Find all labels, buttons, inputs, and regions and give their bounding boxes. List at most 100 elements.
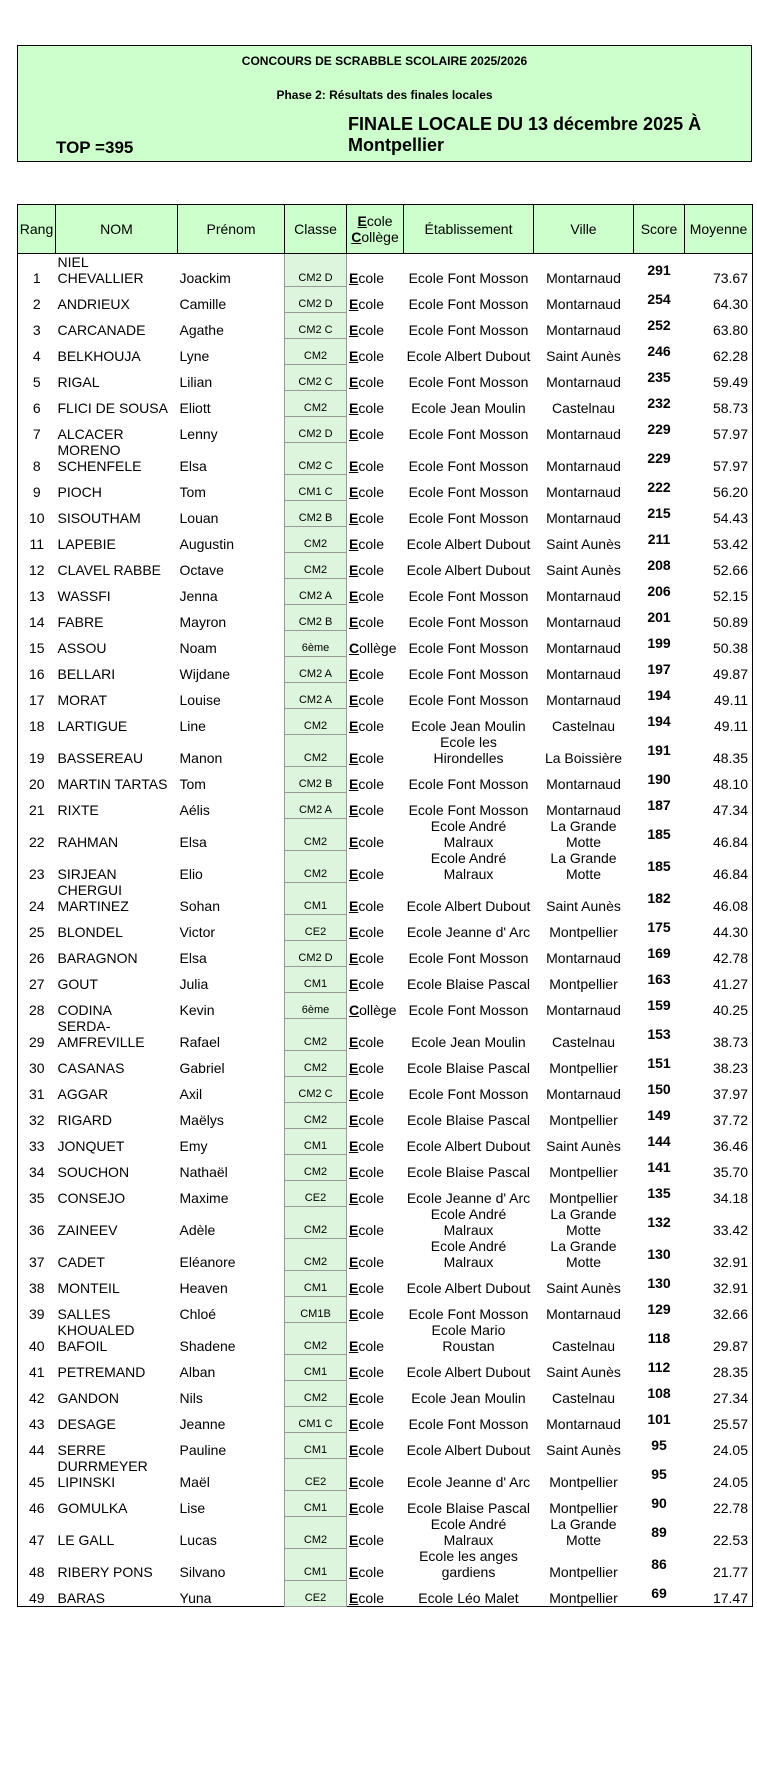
- last-name: MARTIN TARTAS: [57, 776, 168, 792]
- class: CE2: [284, 1179, 347, 1207]
- score: 135: [647, 1185, 671, 1201]
- average: 29.87: [712, 1338, 748, 1354]
- average: 57.97: [712, 458, 748, 474]
- city: Montarnaud: [546, 692, 621, 708]
- average: 48.35: [712, 750, 748, 766]
- rank: 6: [32, 400, 41, 416]
- school: Ecole André Malraux: [430, 1238, 507, 1270]
- first-name: Agathe: [179, 322, 224, 338]
- subtitle: Phase 2: Résultats des finales locales: [276, 88, 493, 102]
- last-name: RIXTE: [57, 802, 99, 818]
- school-type: Ecole: [349, 866, 385, 882]
- class: CM2 D: [284, 939, 347, 967]
- city: Montarnaud: [546, 458, 621, 474]
- last-name: BASSEREAU: [57, 750, 144, 766]
- table-row: 12 CLAVEL RABBE Octave CM2 Ecole Ecole Albert…: [18, 551, 753, 579]
- last-name: PETREMAND: [57, 1364, 146, 1380]
- score: 69: [651, 1584, 667, 1601]
- first-name: Gabriel: [179, 1060, 225, 1076]
- rank: 21: [28, 802, 45, 818]
- rank: 10: [28, 510, 45, 526]
- city: Montarnaud: [546, 588, 621, 604]
- school: Ecole Jeanne d' Arc: [406, 924, 531, 940]
- table-row: 7 ALCACER Lenny CM2 D Ecole Ecole Font Mosson…: [18, 415, 753, 443]
- first-name: Chloé: [179, 1306, 217, 1322]
- first-name: Tom: [179, 776, 206, 792]
- table-row: 5 RIGAL Lilian CM2 C Ecole Ecole Font Mosson M…: [18, 363, 753, 391]
- school: Ecole Jeanne d' Arc: [406, 1474, 531, 1490]
- school-type: Ecole: [349, 510, 385, 526]
- class: CM2: [284, 849, 347, 883]
- score: 208: [647, 557, 671, 573]
- city: Montarnaud: [546, 1416, 621, 1432]
- average: 37.97: [712, 1086, 748, 1102]
- table-row: 15 ASSOU Noam 6ème Collège Ecole Font Mosson M…: [18, 629, 753, 657]
- last-name: KHOUALED BAFOIL: [57, 1322, 135, 1354]
- city: Saint Aunès: [546, 562, 621, 578]
- school: Ecole Font Mosson: [408, 322, 529, 338]
- score: 199: [647, 635, 671, 651]
- rank: 31: [28, 1086, 45, 1102]
- last-name: LAPEBIE: [57, 536, 116, 552]
- score: 130: [647, 1246, 671, 1262]
- last-name: SERRE: [57, 1442, 106, 1458]
- results-table: Rang NOM Prénom Classe Ecole Collège Établiss…: [17, 204, 753, 1607]
- last-name: WASSFI: [57, 588, 111, 604]
- table-row: 16 BELLARI Wijdane CM2 A Ecole Ecole Font Mos…: [18, 655, 753, 683]
- last-name: GANDON: [57, 1390, 119, 1406]
- score: 194: [647, 687, 671, 703]
- average: 50.38: [712, 640, 748, 656]
- rank: 8: [32, 458, 41, 474]
- city: Saint Aunès: [546, 536, 621, 552]
- average: 36.46: [712, 1138, 748, 1154]
- first-name: Julia: [179, 976, 209, 992]
- score: 229: [647, 450, 671, 466]
- last-name: BARAGNON: [57, 950, 138, 966]
- column-header: Rang: [17, 204, 56, 254]
- score: 112: [647, 1359, 671, 1375]
- table-row: 42 GANDON Nils CM2 Ecole Ecole Jean Moulin Cas…: [18, 1379, 753, 1407]
- class: CM2 C: [284, 1075, 347, 1103]
- last-name: LE GALL: [57, 1532, 115, 1548]
- school: Ecole Font Mosson: [408, 510, 529, 526]
- table-row: 11 LAPEBIE Augustin CM2 Ecole Ecole Albert Du…: [18, 525, 753, 553]
- last-name: FABRE: [57, 614, 104, 630]
- average: 46.08: [712, 898, 748, 914]
- school: Ecole Font Mosson: [408, 1086, 529, 1102]
- rank: 34: [28, 1164, 45, 1180]
- school-type: Ecole: [349, 400, 385, 416]
- average: 38.73: [712, 1034, 748, 1050]
- average: 46.84: [712, 866, 748, 882]
- average: 22.78: [712, 1500, 748, 1516]
- rank: 19: [28, 750, 45, 766]
- school-type: Ecole: [349, 270, 385, 286]
- score: 153: [647, 1026, 671, 1042]
- last-name: ZAINEEV: [57, 1222, 118, 1238]
- average: 22.53: [712, 1532, 748, 1548]
- column-header: NOM: [55, 204, 178, 254]
- school: Ecole Blaise Pascal: [407, 1112, 530, 1128]
- last-name: BELLARI: [57, 666, 116, 682]
- first-name: Wijdane: [179, 666, 231, 682]
- class: CM2: [284, 707, 347, 735]
- table-row: 49 BARAS Yuna CE2 Ecole Ecole Léo Malet Montpe…: [18, 1579, 753, 1607]
- school-type: Ecole: [349, 898, 385, 914]
- first-name: Louise: [179, 692, 221, 708]
- score: 141: [647, 1159, 671, 1175]
- school-type: Ecole: [349, 1060, 385, 1076]
- table-row: 22 RAHMAN Elsa CM2 Ecole Ecole André Malraux L…: [18, 817, 753, 851]
- first-name: Pauline: [179, 1442, 227, 1458]
- rank: 13: [28, 588, 45, 604]
- city: Montpellier: [549, 1190, 618, 1206]
- rank: 32: [28, 1112, 45, 1128]
- school-type: Ecole: [349, 750, 385, 766]
- school-type: Ecole: [349, 1254, 385, 1270]
- score: 232: [647, 395, 671, 411]
- last-name: ANDRIEUX: [57, 296, 130, 312]
- rank: 25: [28, 924, 45, 940]
- average: 64.30: [712, 296, 748, 312]
- school: Ecole Font Mosson: [408, 484, 529, 500]
- city: Montarnaud: [546, 1086, 621, 1102]
- table-row: 21 RIXTE Aélis CM2 A Ecole Ecole Font Mosson M…: [18, 791, 753, 819]
- rank: 43: [28, 1416, 45, 1432]
